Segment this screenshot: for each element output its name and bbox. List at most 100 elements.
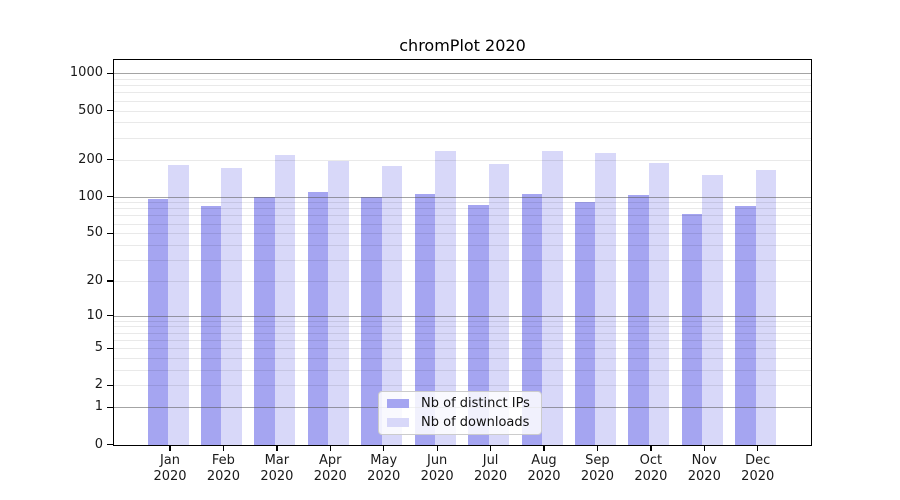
y-tick-200 — [107, 158, 113, 161]
x-tick-label-feb-2020: Feb 2020 — [206, 453, 240, 484]
bar-downloads-oct-2020 — [648, 163, 670, 446]
y-tick-500 — [107, 109, 113, 112]
bar-distinct-ips-jun-2020 — [414, 193, 436, 446]
bar-downloads-jan-2020 — [168, 164, 189, 446]
gridline-7 — [113, 332, 812, 334]
x-tick-nov-2020 — [703, 446, 705, 451]
bar-downloads-nov-2020 — [702, 174, 723, 446]
bar-distinct-ips-apr-2020 — [307, 191, 329, 446]
bar-distinct-ips-oct-2020 — [628, 195, 649, 446]
gridline-2 — [113, 385, 812, 387]
gridline-60 — [113, 223, 812, 225]
gridline-80 — [113, 208, 812, 210]
bar-distinct-ips-dec-2020 — [735, 206, 756, 446]
y-tick-1 — [107, 406, 113, 408]
gridline-40 — [113, 244, 812, 246]
y-tick-label-2: 2 — [94, 377, 103, 393]
y-tick-label-100: 100 — [78, 188, 103, 204]
x-tick-may-2020 — [383, 446, 385, 451]
x-tick-mar-2020 — [276, 446, 278, 451]
x-tick-jan-2020 — [169, 446, 171, 451]
y-tick-label-0: 0 — [94, 436, 103, 452]
bar-downloads-apr-2020 — [328, 160, 349, 446]
legend-item-distinct-ips: Nb of distinct IPs — [386, 396, 534, 411]
x-tick-label-mar-2020: Mar 2020 — [260, 453, 294, 484]
bar-downloads-aug-2020 — [542, 150, 563, 446]
gridline-30 — [113, 260, 812, 262]
legend-label-downloads: Nb of downloads — [421, 415, 530, 430]
x-tick-jul-2020 — [489, 446, 492, 451]
bar-distinct-ips-aug-2020 — [521, 193, 542, 446]
gridline-70 — [113, 215, 812, 217]
chart-title: chromPlot 2020 — [399, 36, 526, 55]
gridline-90 — [113, 202, 812, 204]
gridline-3 — [113, 370, 812, 372]
gridline-700 — [113, 92, 812, 94]
bar-downloads-sep-2020 — [595, 152, 616, 446]
x-tick-label-sep-2020: Sep 2020 — [580, 453, 614, 484]
y-tick-1000 — [107, 72, 113, 74]
y-tick-0 — [107, 443, 113, 446]
legend-label-distinct-ips: Nb of distinct IPs — [421, 396, 530, 411]
plot-area — [113, 59, 812, 446]
x-tick-label-oct-2020: Oct 2020 — [634, 453, 668, 484]
x-tick-label-jul-2020: Jul 2020 — [474, 453, 508, 484]
y-tick-label-10: 10 — [86, 307, 103, 323]
y-tick-10 — [107, 315, 113, 317]
gridline-10 — [113, 315, 812, 317]
gridline-8 — [113, 326, 812, 328]
bar-distinct-ips-jul-2020 — [468, 205, 489, 446]
bar-distinct-ips-mar-2020 — [254, 196, 275, 446]
gridline-4 — [113, 358, 812, 360]
y-tick-label-200: 200 — [78, 151, 103, 167]
x-tick-label-jun-2020: Jun 2020 — [420, 453, 454, 484]
gridline-20 — [113, 280, 812, 282]
gridline-500 — [113, 110, 812, 112]
y-tick-label-1000: 1000 — [69, 65, 103, 81]
legend-swatch-downloads — [387, 418, 409, 427]
legend-swatch-distinct-ips — [387, 399, 409, 408]
x-tick-apr-2020 — [329, 446, 331, 451]
bar-downloads-feb-2020 — [221, 167, 242, 446]
y-tick-label-5: 5 — [94, 340, 103, 356]
x-tick-feb-2020 — [222, 446, 225, 451]
bar-distinct-ips-feb-2020 — [200, 205, 222, 446]
x-tick-dec-2020 — [757, 446, 759, 451]
x-tick-label-dec-2020: Dec 2020 — [741, 453, 775, 484]
legend-item-downloads: Nb of downloads — [386, 415, 534, 430]
gridline-100 — [113, 196, 812, 198]
bar-distinct-ips-nov-2020 — [681, 214, 703, 446]
gridline-1000 — [113, 73, 812, 75]
y-tick-label-50: 50 — [86, 225, 103, 241]
y-tick-2 — [107, 384, 113, 387]
y-tick-50 — [107, 232, 113, 234]
gridline-800 — [113, 85, 812, 87]
gridline-50 — [113, 233, 812, 235]
y-tick-label-1: 1 — [94, 399, 103, 415]
bar-downloads-jun-2020 — [435, 151, 456, 446]
gridline-300 — [113, 137, 812, 139]
bar-distinct-ips-sep-2020 — [574, 202, 596, 446]
y-tick-5 — [107, 347, 113, 349]
x-tick-label-may-2020: May 2020 — [367, 453, 401, 484]
gridline-900 — [113, 79, 812, 80]
gridline-400 — [113, 122, 812, 124]
x-tick-sep-2020 — [596, 446, 599, 451]
x-tick-aug-2020 — [543, 446, 545, 451]
y-tick-label-20: 20 — [86, 272, 103, 288]
gridline-6 — [113, 339, 812, 341]
x-tick-label-aug-2020: Aug 2020 — [527, 453, 561, 484]
x-tick-label-jan-2020: Jan 2020 — [153, 453, 187, 484]
bar-downloads-dec-2020 — [755, 170, 777, 446]
gridline-5 — [113, 348, 812, 350]
x-tick-jun-2020 — [436, 446, 438, 451]
bar-downloads-may-2020 — [381, 166, 403, 446]
y-tick-label-500: 500 — [78, 102, 103, 118]
legend: Nb of distinct IPs Nb of downloads — [378, 391, 542, 435]
bar-downloads-jul-2020 — [488, 164, 510, 446]
y-tick-20 — [107, 280, 113, 282]
x-tick-oct-2020 — [650, 446, 652, 451]
bar-distinct-ips-may-2020 — [361, 197, 382, 446]
gridline-9 — [113, 320, 812, 322]
